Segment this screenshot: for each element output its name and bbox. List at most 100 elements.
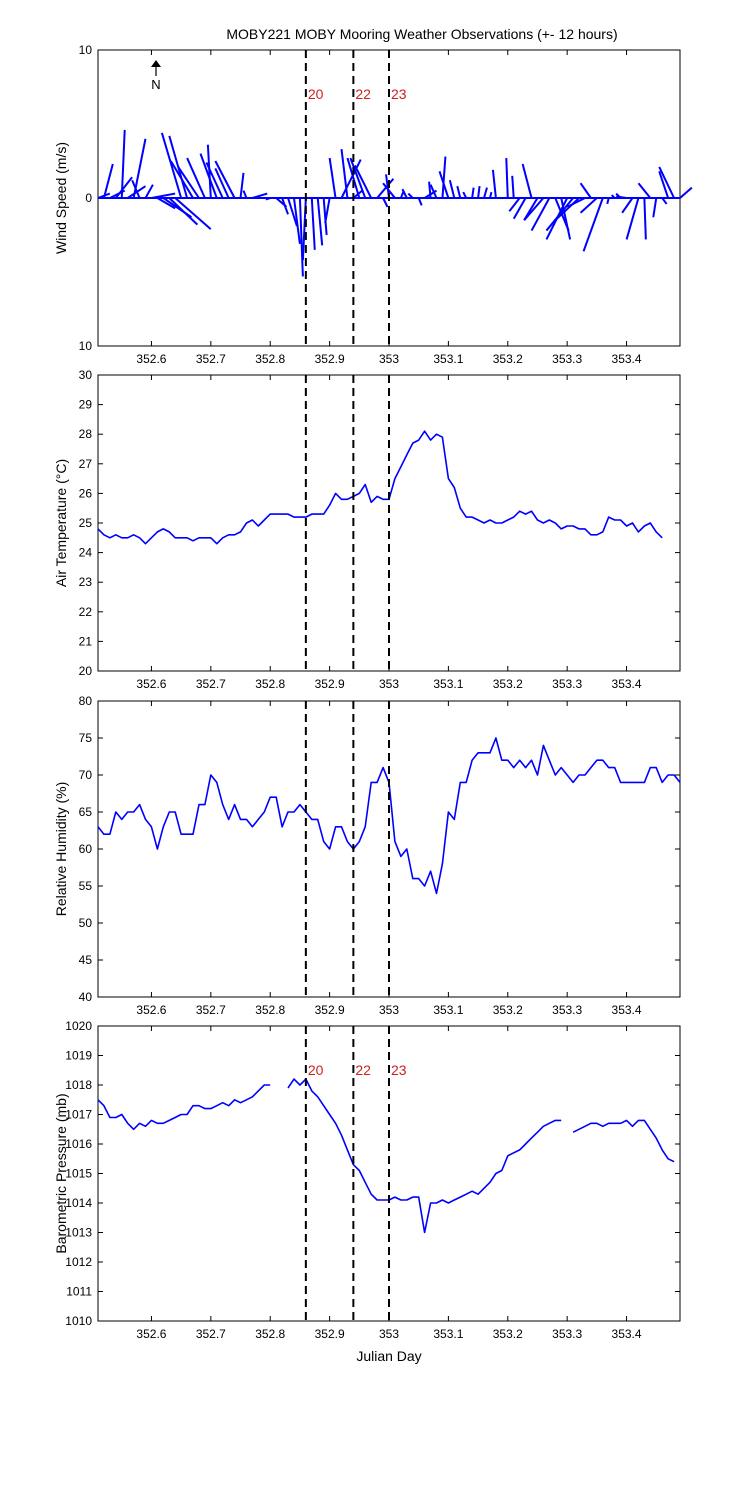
x-tick-label: 352.6 (136, 1003, 166, 1017)
y-tick-label: 40 (79, 990, 93, 1004)
data-line-pressure (97, 1084, 271, 1131)
event-label: 23 (391, 1062, 407, 1078)
y-tick-label: 21 (79, 634, 93, 648)
y-tick-label: 29 (79, 398, 93, 412)
wind-stick (554, 197, 580, 221)
wind-stick (144, 184, 154, 199)
y-tick-label: 10 (79, 339, 93, 353)
wind-stick (214, 160, 236, 199)
wind-stick (637, 182, 652, 199)
wind-stick (102, 163, 114, 199)
x-tick-label: 352.7 (196, 352, 226, 366)
y-tick-label: 1019 (65, 1049, 92, 1063)
x-tick-label: 352.9 (315, 1327, 345, 1341)
wind-stick (151, 192, 176, 199)
x-tick-label: 352.6 (136, 352, 166, 366)
y-tick-label: 28 (79, 427, 93, 441)
y-tick-label: 27 (79, 457, 93, 471)
wind-stick (407, 192, 414, 199)
event-label: 23 (391, 86, 407, 102)
data-line-temperature (97, 430, 663, 545)
wind-stick (579, 182, 592, 199)
y-tick-label: 1012 (65, 1255, 92, 1269)
wind-stick (292, 197, 301, 245)
wind-stick (483, 187, 488, 199)
wind-stick (643, 197, 647, 240)
y-tick-label: 30 (79, 368, 93, 382)
wind-stick (382, 197, 389, 208)
x-tick-label: 352.7 (196, 1327, 226, 1341)
wind-stick (658, 171, 670, 199)
x-tick-label: 353.2 (493, 352, 523, 366)
wind-stick (120, 129, 126, 199)
wind-stick (298, 197, 304, 277)
y-tick-label: 22 (79, 605, 93, 619)
wind-stick (328, 157, 337, 199)
x-tick-label: 353 (379, 1003, 399, 1017)
wind-stick (177, 166, 200, 199)
x-tick-label: 352.8 (255, 677, 285, 691)
wind-stick (428, 181, 432, 199)
wind-stick (376, 178, 395, 199)
x-tick-label: 353 (379, 352, 399, 366)
y-tick-label: 1018 (65, 1078, 92, 1092)
north-label: N (151, 77, 160, 92)
wind-stick (438, 171, 450, 199)
figure-title: MOBY221 MOBY Mooring Weather Observation… (226, 26, 617, 42)
wind-stick (658, 166, 675, 199)
x-tick-label: 353.4 (612, 1327, 642, 1341)
wind-stick (477, 186, 481, 199)
event-label: 20 (308, 86, 324, 102)
wind-stick (160, 132, 183, 199)
x-tick-label: 353.2 (493, 1003, 523, 1017)
x-tick-label: 353.2 (493, 677, 523, 691)
wind-stick (174, 197, 212, 230)
wind-stick (316, 197, 324, 246)
wind-stick (652, 197, 658, 218)
y-axis-label: Relative Humidity (%) (53, 782, 69, 917)
wind-stick (382, 182, 396, 199)
data-line-pressure (287, 1078, 562, 1234)
x-tick-label: 353.3 (552, 352, 582, 366)
wind-stick (265, 197, 271, 201)
y-tick-label: 50 (79, 916, 93, 930)
y-tick-label: 1020 (65, 1019, 92, 1033)
wind-stick (582, 197, 604, 252)
x-tick-label: 353.1 (433, 677, 463, 691)
panel-pressure: 352.6 352.7 352.8 352.9 353 353.1 353.2 353.3 35… (53, 1019, 681, 1341)
wind-stick (512, 197, 527, 220)
y-tick-label: 80 (79, 694, 93, 708)
wind-stick (169, 160, 194, 199)
wind-stick (156, 197, 176, 210)
wind-stick (349, 157, 367, 199)
x-tick-label: 352.6 (136, 1327, 166, 1341)
y-tick-label: 70 (79, 768, 93, 782)
wind-stick (287, 197, 298, 227)
x-tick-label: 352.7 (196, 1003, 226, 1017)
wind-stick (566, 197, 586, 208)
x-tick-label: 352.9 (315, 1003, 345, 1017)
y-tick-label: 60 (79, 842, 93, 856)
y-tick-label: 55 (79, 879, 93, 893)
event-label: 22 (355, 1062, 371, 1078)
x-axis-label: Julian Day (356, 1348, 421, 1364)
x-tick-label: 352.9 (315, 677, 345, 691)
wind-stick (346, 157, 361, 199)
wind-stick (521, 163, 533, 199)
x-tick-label: 353.1 (433, 1327, 463, 1341)
panel-temperature: 352.6 352.7 352.8 352.9 353 353.1 353.2 353.3 35… (53, 368, 681, 691)
y-tick-label: 1015 (65, 1167, 92, 1181)
y-tick-label: 26 (79, 486, 93, 500)
wind-stick (310, 197, 316, 250)
wind-stick (205, 162, 224, 199)
y-tick-label: 25 (79, 516, 93, 530)
wind-stick (505, 158, 509, 199)
x-tick-label: 353.1 (433, 1003, 463, 1017)
y-tick-label: 24 (79, 546, 93, 560)
wind-stick (115, 176, 133, 199)
wind-stick (616, 195, 627, 199)
wind-stick (625, 197, 640, 240)
y-tick-label: 1017 (65, 1108, 92, 1122)
wind-stick (199, 153, 218, 199)
